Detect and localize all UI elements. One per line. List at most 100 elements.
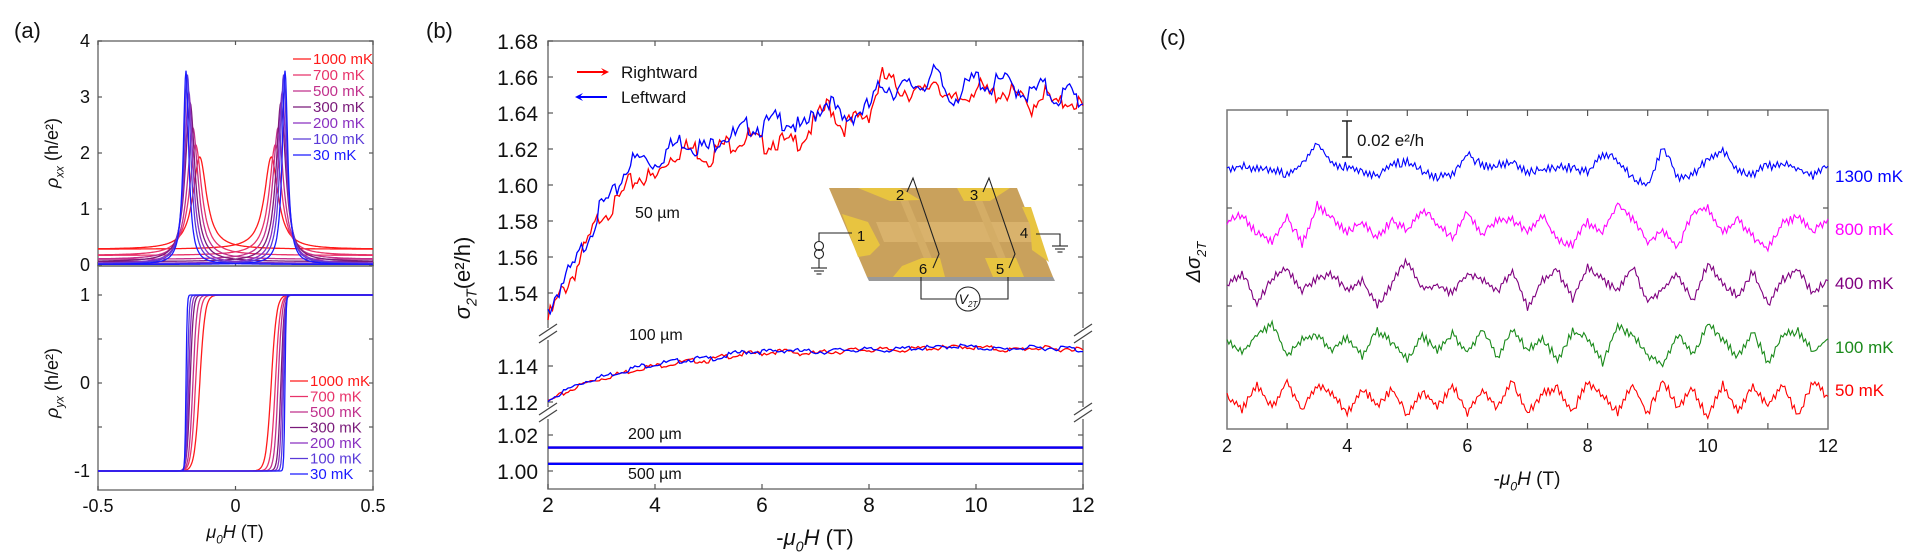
legend-label-rho-yx: 300 mK bbox=[310, 420, 362, 437]
y-tick-label-rho-yx: -1 bbox=[74, 461, 90, 481]
series-leftward-50µm bbox=[547, 63, 1084, 316]
contact-label-2: 2 bbox=[896, 187, 904, 204]
scale-bar-label: 0.02 e²/h bbox=[1357, 131, 1424, 150]
contact-pad-4 bbox=[1022, 207, 1049, 262]
voltmeter-label: V2T bbox=[959, 291, 979, 309]
x-axis-label: -μ0H (T) bbox=[1494, 469, 1561, 494]
sample-width-label: 100 µm bbox=[629, 327, 683, 344]
contact-pad-6 bbox=[893, 258, 945, 277]
contact-label-6: 6 bbox=[919, 261, 927, 278]
arrow-right-icon bbox=[601, 68, 609, 76]
panel-label-c: (c) bbox=[1160, 25, 1186, 50]
legend-label-rho-xx: 500 mK bbox=[313, 83, 365, 100]
y-tick-label-rho-xx: 3 bbox=[80, 87, 90, 107]
panel-label-a: (a) bbox=[14, 18, 41, 43]
x-tick-label: 8 bbox=[1583, 436, 1593, 456]
y-tick-label-rho-yx: 1 bbox=[80, 285, 90, 305]
legend-label-rho-yx: 500 mK bbox=[310, 404, 362, 421]
rho-yx-curve-down-30-mK bbox=[98, 294, 373, 472]
y-tick-label: 1.60 bbox=[497, 175, 538, 198]
y-axis-label-rho-xx: ρxx (h/e²) bbox=[42, 118, 66, 189]
x-axis-label-unit: (T) bbox=[236, 522, 264, 542]
axis-break-mark bbox=[1073, 323, 1093, 337]
axis-break-mark bbox=[538, 330, 558, 344]
y-axis-label-rho-xx-sub: xx bbox=[53, 165, 66, 179]
y-tick-label: 1.56 bbox=[497, 247, 538, 270]
voltmeter-wire-5 bbox=[980, 277, 1009, 300]
contact-pad-5 bbox=[985, 258, 1024, 277]
legend-label-rho-yx: 100 mK bbox=[310, 451, 362, 468]
y-tick-label: 1.68 bbox=[497, 31, 538, 54]
axis-break-gap bbox=[1079, 328, 1087, 340]
x-axis-label-unit: (T) bbox=[820, 525, 854, 550]
voltmeter-symbol: V bbox=[959, 291, 970, 307]
axis-break-gap bbox=[544, 407, 552, 419]
y-tick-label: 1.64 bbox=[497, 103, 538, 126]
y-axis-label-rho-xx-unit: (h/e²) bbox=[42, 118, 62, 166]
x-axis-label-symbol2: H bbox=[1517, 469, 1531, 490]
x-axis-label-sub: 0 bbox=[1510, 480, 1517, 494]
x-tick-label: 4 bbox=[649, 494, 661, 517]
trace-label-100-mK: 100 mK bbox=[1835, 338, 1894, 357]
arrow-left-icon bbox=[575, 93, 583, 101]
legend-label-rho-yx: 30 mK bbox=[310, 466, 353, 483]
current-source-wire bbox=[818, 232, 852, 242]
trace-label-800-mK: 800 mK bbox=[1835, 220, 1894, 239]
y-tick-label: 1.14 bbox=[497, 356, 538, 379]
y-axis-label-symbol: σ bbox=[450, 305, 475, 319]
probe-wire-3-5 bbox=[982, 176, 1016, 269]
contact-label-3: 3 bbox=[970, 187, 978, 204]
sample-width-label: 200 µm bbox=[628, 426, 682, 443]
y-tick-label-rho-xx: 2 bbox=[80, 143, 90, 163]
y-tick-label: 1.02 bbox=[497, 425, 538, 448]
x-axis-label-symbol: μ bbox=[1499, 469, 1511, 490]
x-axis-label-sub: 0 bbox=[216, 533, 223, 546]
axis-break-mark bbox=[1073, 330, 1093, 344]
fluctuation-trace-100-mK bbox=[1226, 319, 1829, 368]
y-axis-label-unit: (e²/h) bbox=[450, 237, 475, 290]
rho-xx-curve-down-30-mK bbox=[98, 70, 373, 266]
fluctuation-trace-50-mK bbox=[1226, 378, 1829, 420]
x-tick-label: 4 bbox=[1342, 436, 1352, 456]
legend-label-rho-xx: 100 mK bbox=[313, 131, 365, 148]
sample-width-label: 50 µm bbox=[635, 205, 680, 222]
contact-label-5: 5 bbox=[996, 261, 1004, 278]
rho-xx-curve-up-1000-mK bbox=[98, 155, 373, 250]
y-tick-label-rho-xx: 0 bbox=[80, 255, 90, 275]
axis-break-gap bbox=[1079, 407, 1087, 419]
x-axis-label: -μ0H (T) bbox=[776, 525, 853, 556]
y-tick-label: 1.54 bbox=[497, 283, 538, 306]
y-tick-label: 1.12 bbox=[497, 392, 538, 415]
x-axis-label-symbol2: H bbox=[804, 525, 820, 550]
x-axis-label-prefix: - bbox=[1494, 469, 1500, 490]
legend-label-rho-xx: 700 mK bbox=[313, 67, 365, 84]
x-axis-label: μ0H (T) bbox=[205, 522, 263, 546]
y-tick-label: 1.58 bbox=[497, 211, 538, 234]
series-leftward-100µm bbox=[547, 343, 1084, 403]
legend-label-leftward: Leftward bbox=[621, 88, 686, 107]
voltmeter-wire-6 bbox=[920, 277, 956, 300]
x-tick-label: 10 bbox=[964, 494, 987, 517]
x-axis-label-unit: (T) bbox=[1531, 469, 1561, 490]
y-tick-label: 1.62 bbox=[497, 139, 538, 162]
x-tick-label: 12 bbox=[1071, 494, 1094, 517]
legend-label-rho-yx: 700 mK bbox=[310, 389, 362, 406]
x-tick-label: 2 bbox=[1222, 436, 1232, 456]
plot-frame bbox=[547, 40, 1084, 490]
voltmeter-icon bbox=[955, 286, 981, 312]
x-axis-label-symbol: μ bbox=[205, 522, 216, 542]
plot-frame bbox=[1226, 109, 1829, 430]
y-axis-label-rho-xx-symbol: ρ bbox=[42, 178, 62, 189]
y-tick-label: 1.66 bbox=[497, 67, 538, 90]
current-source-icon bbox=[813, 240, 825, 252]
contact-pad-1 bbox=[842, 214, 880, 257]
x-tick-label: 2 bbox=[542, 494, 554, 517]
x-tick-label: 8 bbox=[863, 494, 875, 517]
voltmeter-sub: 2T bbox=[967, 300, 978, 309]
contact-label-1: 1 bbox=[857, 228, 865, 245]
axis-break-mark bbox=[538, 409, 558, 423]
legend-label-rightward: Rightward bbox=[621, 63, 698, 82]
rho-xx-curve-down-700-mK bbox=[98, 143, 373, 256]
